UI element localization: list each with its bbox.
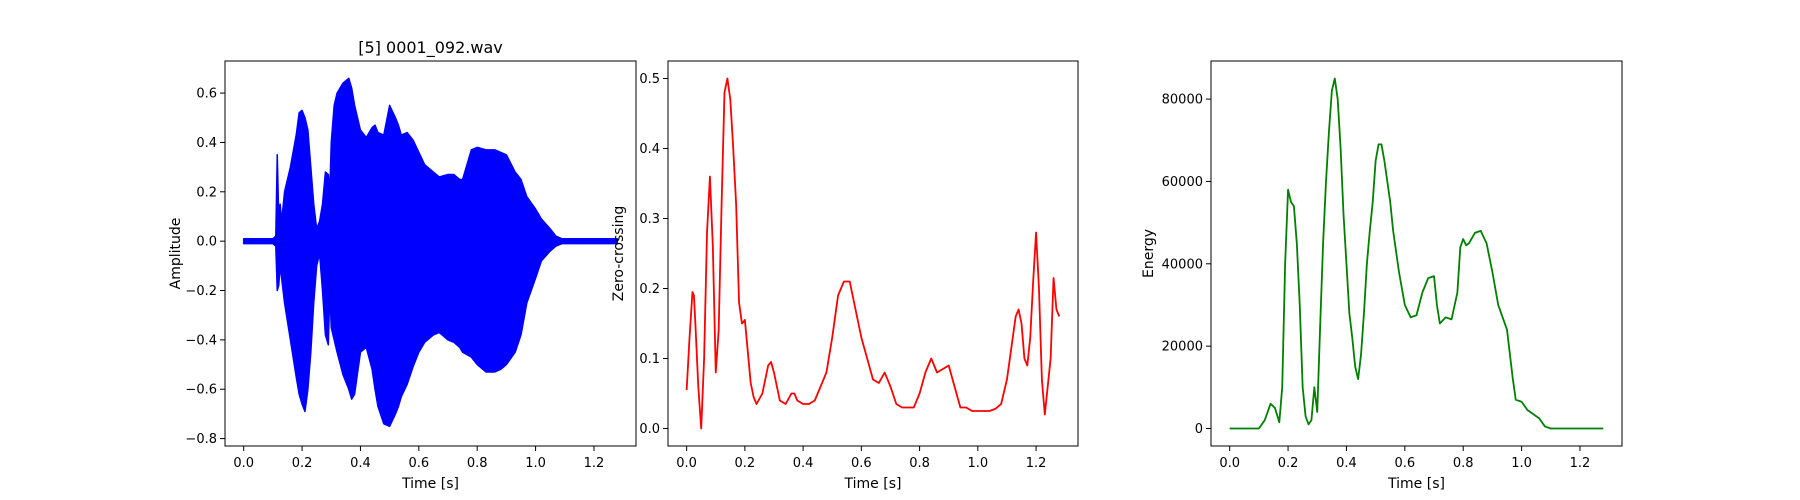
x-tick-label-1-4: 0.8 bbox=[467, 456, 488, 471]
chart-panel-2: 0.0 0.2 0.4 0.6 0.8 1.0 1.2 0.0 0.1 0.2 0.3 0.4 0.5 T… bbox=[611, 60, 1079, 492]
x-tick-label-2-4: 0.8 bbox=[909, 456, 930, 471]
x-axis-label-2: Time [s] bbox=[844, 476, 902, 492]
y-tick-label-2-3: 0.3 bbox=[639, 212, 660, 227]
series-2-1 bbox=[685, 77, 1061, 430]
x-tick-label-2-3: 0.6 bbox=[851, 456, 872, 471]
x-axis-label-3: Time [s] bbox=[1387, 476, 1445, 492]
x-tick-label-1-3: 0.6 bbox=[408, 456, 429, 471]
chart-title-1: [5] 0001_092.wav bbox=[358, 38, 502, 58]
axes-frame-3 bbox=[1210, 60, 1623, 447]
x-tick-label-2-2: 0.4 bbox=[793, 456, 814, 471]
x-tick-label-3-0: 0.0 bbox=[1219, 456, 1240, 471]
y-tick-label-1-1: −0.6 bbox=[185, 383, 217, 398]
y-tick-label-1-4: 0.0 bbox=[196, 235, 217, 250]
x-tick-label-2-1: 0.2 bbox=[735, 456, 756, 471]
chart-panel-1: 0.0 0.2 0.4 0.6 0.8 1.0 1.2 −0.8 −0.6 −0.4 −0.2 0.0… bbox=[168, 38, 637, 492]
x-tick-label-2-5: 1.0 bbox=[967, 456, 988, 471]
y-tick-label-1-7: 0.6 bbox=[196, 87, 217, 102]
x-tick-label-2-6: 1.2 bbox=[1026, 456, 1047, 471]
y-tick-label-1-3: −0.2 bbox=[185, 284, 217, 299]
y-tick-label-3-4: 80000 bbox=[1162, 93, 1203, 108]
x-tick-label-2-0: 0.0 bbox=[676, 456, 697, 471]
y-axis-label-2: Zero-crossing bbox=[611, 206, 627, 301]
y-tick-label-2-1: 0.1 bbox=[639, 352, 660, 367]
y-tick-label-3-0: 0 bbox=[1195, 422, 1203, 437]
x-tick-label-1-2: 0.4 bbox=[350, 456, 371, 471]
series-3-1 bbox=[1229, 77, 1604, 430]
y-tick-label-1-2: −0.4 bbox=[185, 333, 217, 348]
y-tick-label-3-3: 60000 bbox=[1162, 175, 1203, 190]
x-tick-label-3-2: 0.4 bbox=[1336, 456, 1357, 471]
y-tick-label-1-5: 0.2 bbox=[196, 185, 217, 200]
y-tick-label-2-2: 0.2 bbox=[639, 282, 660, 297]
x-tick-label-3-6: 1.2 bbox=[1570, 456, 1591, 471]
axes-frame-1 bbox=[224, 60, 637, 447]
y-tick-label-3-1: 20000 bbox=[1162, 340, 1203, 355]
y-tick-label-1-6: 0.4 bbox=[196, 136, 217, 151]
x-tick-label-3-4: 0.8 bbox=[1453, 456, 1474, 471]
y-tick-label-2-5: 0.5 bbox=[639, 72, 660, 87]
series-1-1 bbox=[242, 77, 619, 428]
y-axis-label-3: Energy bbox=[1141, 229, 1157, 278]
x-tick-label-1-0: 0.0 bbox=[233, 456, 254, 471]
x-tick-label-1-6: 1.2 bbox=[584, 456, 605, 471]
y-axis-label-1: Amplitude bbox=[168, 218, 184, 290]
y-tick-label-1-0: −0.8 bbox=[185, 432, 217, 447]
x-axis-label-1: Time [s] bbox=[401, 476, 459, 492]
y-tick-label-3-2: 40000 bbox=[1162, 257, 1203, 272]
axes-frame-2 bbox=[667, 60, 1079, 447]
y-tick-label-2-0: 0.0 bbox=[639, 422, 660, 437]
x-tick-label-3-5: 1.0 bbox=[1511, 456, 1532, 471]
x-tick-label-1-5: 1.0 bbox=[525, 456, 546, 471]
chart-panel-3: 0.0 0.2 0.4 0.6 0.8 1.0 1.2 0 20000 40000 60000 800… bbox=[1141, 60, 1623, 492]
x-tick-label-3-1: 0.2 bbox=[1278, 456, 1299, 471]
y-tick-label-2-4: 0.4 bbox=[639, 142, 660, 157]
x-tick-label-1-1: 0.2 bbox=[292, 456, 313, 471]
x-tick-label-3-3: 0.6 bbox=[1394, 456, 1415, 471]
